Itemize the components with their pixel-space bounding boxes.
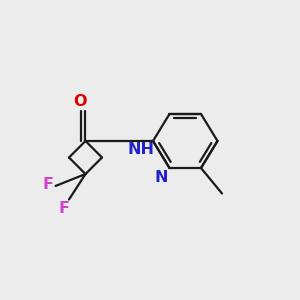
Text: NH: NH (128, 142, 154, 158)
Text: N: N (154, 169, 168, 184)
Text: O: O (73, 94, 87, 110)
Text: F: F (42, 177, 53, 192)
Text: F: F (58, 201, 69, 216)
